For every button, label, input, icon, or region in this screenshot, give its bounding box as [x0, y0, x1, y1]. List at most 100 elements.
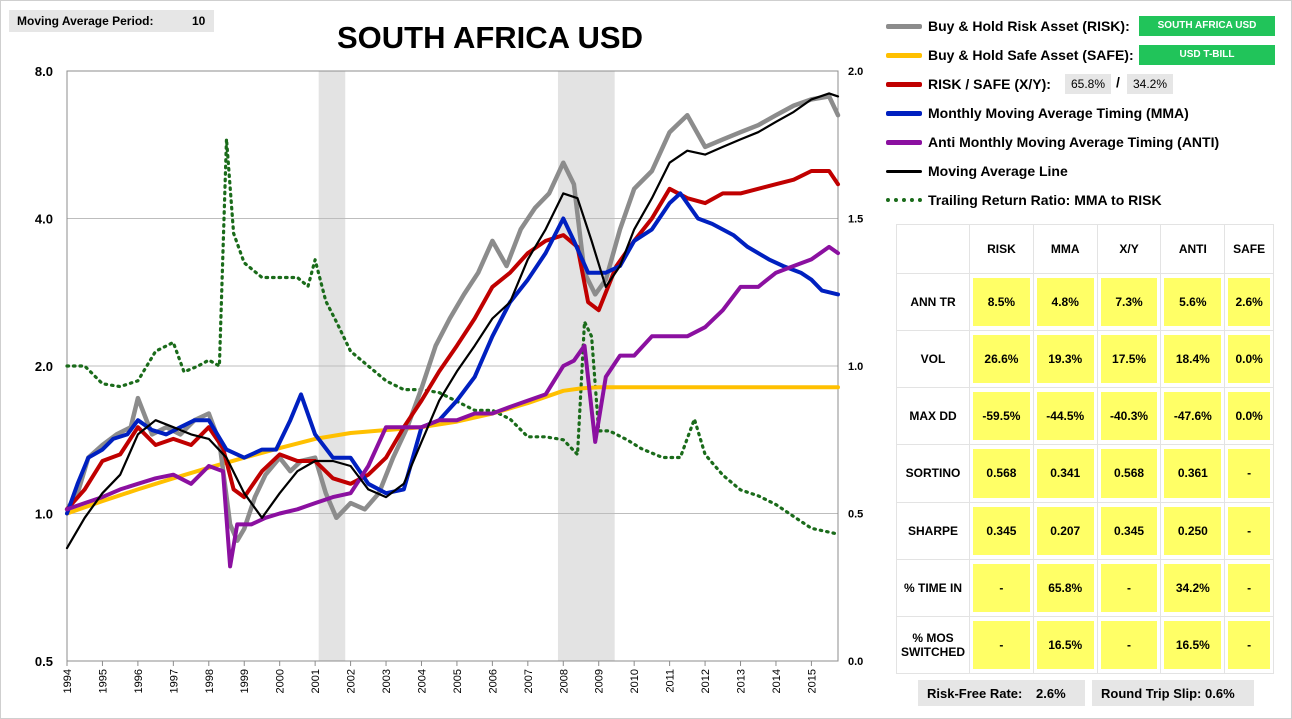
- stats-cell: 65.8%: [1032, 558, 1098, 617]
- x-tick-label: 1998: [204, 669, 216, 693]
- stats-cell-value: -44.5%: [1036, 392, 1094, 441]
- stats-cell-value: 0.0%: [1228, 392, 1270, 441]
- x-tick-label: 1997: [168, 669, 180, 693]
- stats-cell-value: 18.4%: [1164, 335, 1222, 384]
- y-left-tick-label: 8.0: [35, 64, 53, 79]
- stats-cell: 16.5%: [1160, 615, 1226, 675]
- x-tick-label: 2007: [523, 669, 535, 693]
- stats-cell: 0.568: [1096, 444, 1162, 503]
- round-trip-slip-label: Round Trip Slip:: [1101, 686, 1202, 701]
- stats-cell: 0.207: [1032, 501, 1098, 560]
- series-line-ma: [65, 92, 840, 550]
- stats-row-label: SHARPE: [896, 501, 970, 560]
- risk-asset-tag: SOUTH AFRICA USD: [1139, 16, 1275, 36]
- stats-cell-value: -: [1228, 506, 1270, 555]
- legend-xy: RISK / SAFE (X/Y):: [886, 72, 1051, 96]
- stats-col-header: ANTI: [1160, 224, 1226, 274]
- stats-cell: 19.3%: [1032, 330, 1098, 389]
- x-tick-label: 2013: [736, 669, 748, 693]
- stats-header-row: RISK MMA X/Y ANTI SAFE: [896, 224, 1274, 274]
- moving-average-period-box: Moving Average Period: 10: [9, 10, 214, 32]
- stats-row: % TIME IN -65.8% -34.2% -: [896, 558, 1274, 617]
- x-tick-label: 2004: [416, 669, 428, 693]
- risk-swatch: [886, 23, 922, 29]
- stats-cell: 5.6%: [1160, 272, 1226, 332]
- stats-row: SORTINO 0.568 0.341 0.568 0.361-: [896, 444, 1274, 503]
- ma-line-swatch: [886, 169, 922, 173]
- ratio-swatch: [886, 198, 922, 202]
- stats-cell-value: 7.3%: [1100, 278, 1158, 327]
- xy-swatch: [886, 81, 922, 87]
- stats-cell-value: 26.6%: [973, 335, 1030, 384]
- stats-row-label: MAX DD: [896, 387, 970, 446]
- x-tick-label: 2001: [310, 669, 322, 693]
- legend-anti: Anti Monthly Moving Average Timing (ANTI…: [886, 130, 1219, 154]
- stats-cell: -: [1096, 558, 1162, 617]
- stats-cell-value: 0.345: [973, 506, 1030, 555]
- safe-asset-tag: USD T-BILL: [1139, 45, 1275, 65]
- stats-cell: 0.0%: [1224, 330, 1274, 389]
- x-tick-label: 2011: [665, 669, 677, 693]
- stats-cell-value: 0.341: [1036, 449, 1094, 498]
- stats-cell-value: 17.5%: [1100, 335, 1158, 384]
- y-left-tick-label: 1.0: [35, 507, 53, 522]
- x-tick-label: 2009: [594, 669, 606, 693]
- x-tick-label: 2015: [806, 669, 818, 693]
- stats-cell-value: -59.5%: [973, 392, 1030, 441]
- y-right-tick-label: 1.0: [848, 361, 863, 373]
- stats-cell: -: [969, 615, 1034, 675]
- stats-cell-value: 0.207: [1036, 506, 1094, 555]
- stats-col-header: RISK: [969, 224, 1034, 274]
- stats-row-label: % MOS SWITCHED: [896, 615, 970, 675]
- stats-cell: 0.341: [1032, 444, 1098, 503]
- stats-cell-value: 16.5%: [1164, 620, 1222, 669]
- ma-period-label: Moving Average Period:: [17, 14, 154, 28]
- stats-cell-value: 0.568: [973, 449, 1030, 498]
- stats-cell-value: 0.361: [1164, 449, 1222, 498]
- stats-cell-value: 5.6%: [1164, 278, 1222, 327]
- stats-cell-value: -: [973, 563, 1030, 612]
- risk-free-rate-value: 2.6%: [1036, 686, 1066, 701]
- stats-cell: 34.2%: [1160, 558, 1226, 617]
- y-left-tick-label: 4.0: [35, 212, 53, 227]
- y-left-tick-label: 2.0: [35, 359, 53, 374]
- x-tick-label: 1999: [239, 669, 251, 693]
- stats-row: % MOS SWITCHED -16.5% -16.5% -: [896, 615, 1274, 675]
- xy-safe-pct: 34.2%: [1127, 74, 1173, 94]
- legend-risk: Buy & Hold Risk Asset (RISK):: [886, 14, 1130, 38]
- legend: Buy & Hold Risk Asset (RISK): SOUTH AFRI…: [886, 10, 1286, 225]
- legend-xy-label: RISK / SAFE (X/Y):: [928, 76, 1051, 92]
- stats-row-label: ANN TR: [896, 272, 970, 332]
- legend-ratio: Trailing Return Ratio: MMA to RISK: [886, 188, 1162, 212]
- stats-cell: 0.345: [969, 501, 1034, 560]
- legend-ratio-label: Trailing Return Ratio: MMA to RISK: [928, 192, 1162, 208]
- stats-cell-value: -: [1228, 563, 1270, 612]
- stats-row: SHARPE 0.345 0.207 0.345 0.250-: [896, 501, 1274, 560]
- y-right-tick-label: 0.0: [848, 656, 863, 668]
- x-tick-label: 2014: [771, 669, 783, 693]
- stats-cell-value: -: [1228, 449, 1270, 498]
- xy-separator: /: [1116, 74, 1120, 90]
- stats-cell: -: [969, 558, 1034, 617]
- stats-cell-value: 16.5%: [1036, 620, 1094, 669]
- y-right-tick-label: 2.0: [848, 66, 863, 78]
- stats-cell-value: 65.8%: [1036, 563, 1094, 612]
- x-tick-label: 2000: [275, 669, 287, 693]
- x-tick-label: 2008: [558, 669, 570, 693]
- stats-cell: -: [1224, 444, 1274, 503]
- x-tick-label: 2003: [381, 669, 393, 693]
- risk-free-rate-label: Risk-Free Rate:: [927, 686, 1023, 701]
- stats-cell: 8.5%: [969, 272, 1034, 332]
- stats-cell: 16.5%: [1032, 615, 1098, 675]
- stats-cell: 0.345: [1096, 501, 1162, 560]
- stats-cell-value: -: [1100, 620, 1158, 669]
- stats-row-label: VOL: [896, 330, 970, 389]
- x-tick-label: 2002: [346, 669, 358, 693]
- legend-mma: Monthly Moving Average Timing (MMA): [886, 101, 1189, 125]
- stats-cell-value: -47.6%: [1164, 392, 1222, 441]
- stats-cell: -: [1224, 558, 1274, 617]
- x-tick-label: 1994: [62, 669, 74, 693]
- stats-cell: 2.6%: [1224, 272, 1274, 332]
- xy-risk-pct: 65.8%: [1065, 74, 1111, 94]
- stats-row: VOL 26.6% 19.3% 17.5% 18.4% 0.0%: [896, 330, 1274, 389]
